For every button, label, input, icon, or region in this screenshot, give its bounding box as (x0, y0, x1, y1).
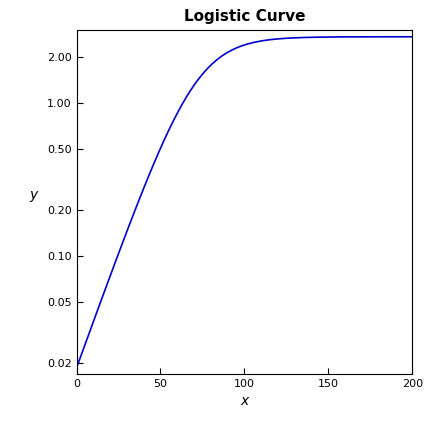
Title: Logistic Curve: Logistic Curve (184, 9, 305, 24)
X-axis label: x: x (240, 394, 249, 408)
Y-axis label: y: y (29, 188, 37, 202)
